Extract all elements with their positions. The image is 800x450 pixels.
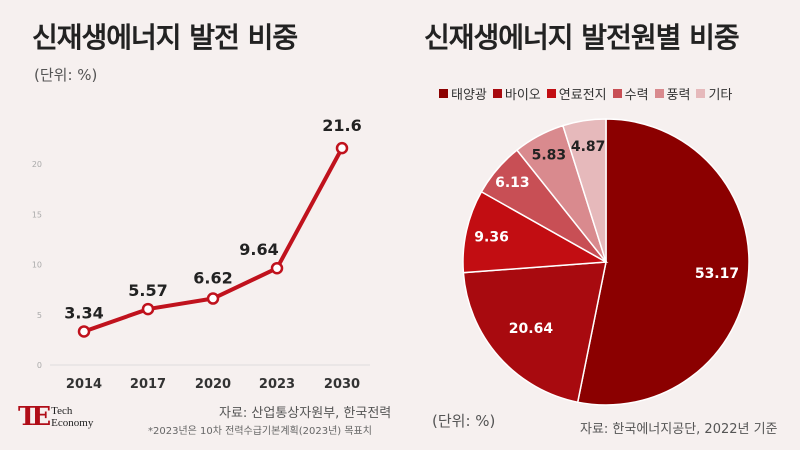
pie-slice xyxy=(576,118,750,406)
slice-label: 53.17 xyxy=(695,266,739,282)
legend-swatch xyxy=(612,89,622,98)
left-chart-source: 자료: 산업통상자원부, 한국전력 xyxy=(219,406,392,421)
left-chart-note: *2023년은 10차 전력수급기본계획(2023년) 목표치 xyxy=(148,426,372,437)
legend-label: 태양광 xyxy=(451,88,487,103)
y-tick-label: 15 xyxy=(32,210,42,219)
slice-label: 20.64 xyxy=(509,321,554,337)
slice-label: 6.13 xyxy=(495,175,530,191)
logo-line-1: Tech xyxy=(51,405,73,417)
x-tick-label: 2020 xyxy=(195,377,231,392)
y-tick-label: 0 xyxy=(37,361,42,370)
legend-item: 태양광 xyxy=(439,84,487,103)
data-point xyxy=(141,302,155,316)
slice-label: 9.36 xyxy=(474,229,509,245)
legend-label: 연료전지 xyxy=(558,88,607,103)
right-chart-title: 신재생에너지 발전원별 비중 xyxy=(424,21,740,54)
legend-label: 수력 xyxy=(624,88,649,103)
left-chart-title: 신재생에너지 발전 비중 xyxy=(32,21,298,54)
pie-legend: 태양광 바이오 연료전지 수력 풍력 기타 xyxy=(439,84,732,103)
legend-item: 연료전지 xyxy=(546,84,607,103)
data-label: 9.64 xyxy=(239,240,278,259)
logo-mark: TE xyxy=(18,402,51,432)
tech-economy-logo: TE Tech Economy xyxy=(18,404,93,430)
x-tick-label: 2017 xyxy=(130,377,166,392)
legend-swatch xyxy=(546,89,556,98)
pie-slice xyxy=(462,190,609,274)
pie-slice xyxy=(561,118,607,263)
data-point xyxy=(206,292,220,305)
legend-swatch xyxy=(696,89,706,98)
data-point xyxy=(335,141,349,155)
data-label: 3.34 xyxy=(64,303,103,322)
legend-item: 수력 xyxy=(612,84,649,103)
right-chart-source: 자료: 한국에너지공단, 2022년 기준 xyxy=(580,422,778,437)
y-tick-label: 20 xyxy=(32,160,42,169)
left-chart-unit: (단위: %) xyxy=(34,66,98,84)
x-tick-label: 2030 xyxy=(324,377,360,392)
y-tick-label: 5 xyxy=(37,311,42,320)
logo-wordmark: Tech Economy xyxy=(51,405,93,429)
y-tick-label: 10 xyxy=(32,261,42,270)
legend-label: 기타 xyxy=(708,88,733,103)
legend-swatch xyxy=(492,89,502,98)
logo-line-2: Economy xyxy=(51,417,94,429)
legend-item: 바이오 xyxy=(492,84,541,103)
x-tick-label: 2023 xyxy=(259,377,295,392)
legend-label: 바이오 xyxy=(504,88,541,103)
legend-item: 기타 xyxy=(696,84,732,103)
data-point xyxy=(77,325,91,338)
legend-swatch xyxy=(439,89,448,98)
legend-label: 풍력 xyxy=(666,88,691,103)
x-tick-label: 2014 xyxy=(66,377,102,392)
data-label: 21.6 xyxy=(322,116,361,135)
data-label: 5.57 xyxy=(128,281,167,300)
slice-label: 5.83 xyxy=(532,148,567,164)
legend-swatch xyxy=(654,89,664,98)
slice-label: 4.87 xyxy=(571,139,606,155)
data-point xyxy=(270,261,284,275)
pie-slice xyxy=(462,261,607,404)
right-chart-unit: (단위: %) xyxy=(432,412,496,430)
data-label: 6.62 xyxy=(193,269,232,288)
legend-item: 풍력 xyxy=(654,84,691,103)
